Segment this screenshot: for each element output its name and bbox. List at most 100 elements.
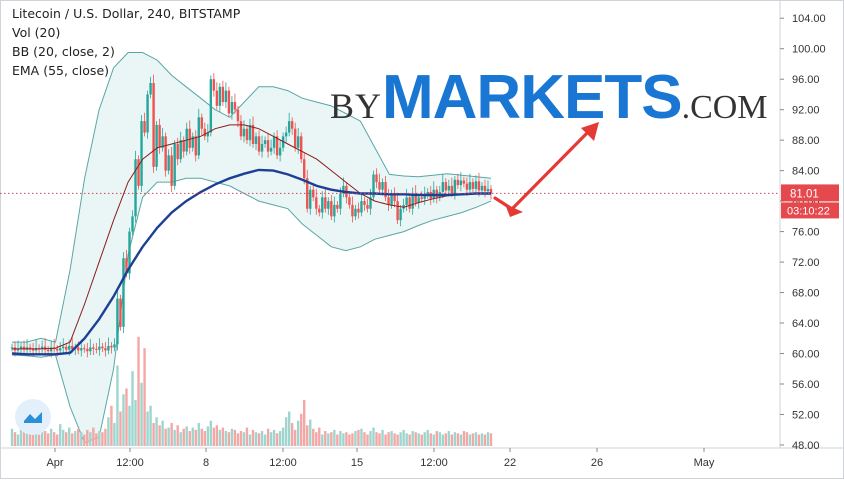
bymarkets-watermark: BYMARKETS.COM	[330, 62, 768, 133]
candle-body	[372, 174, 375, 198]
volume-bar	[158, 425, 161, 446]
candle-body	[236, 109, 240, 122]
volume-bar	[215, 425, 219, 446]
volume-bar	[95, 433, 98, 446]
candle-body	[459, 180, 463, 186]
volume-bar	[300, 413, 303, 446]
volume-bar	[486, 432, 490, 446]
price-tick-label: 100.00	[792, 44, 826, 56]
candle-body	[19, 346, 23, 349]
volume-bar	[104, 428, 107, 446]
volume-bar	[369, 431, 372, 446]
watermark-com: .COM	[681, 89, 768, 126]
volume-bar	[46, 433, 50, 446]
candle-body	[233, 102, 237, 110]
volume-bar	[170, 423, 173, 446]
volume-bar	[375, 432, 378, 446]
candle-body	[110, 345, 113, 348]
price-tick-label: 76.00	[792, 227, 820, 239]
time-tick-label: May	[694, 457, 715, 469]
tradingview-logo-icon[interactable]	[15, 399, 51, 435]
volume-bar	[245, 427, 249, 446]
volume-bar	[140, 382, 143, 446]
candle-body	[471, 182, 475, 189]
candle-body	[95, 348, 98, 350]
volume-bar	[98, 431, 101, 446]
volume-bar	[351, 433, 354, 446]
volume-bar	[209, 420, 213, 446]
volume-bar	[40, 426, 44, 446]
volume-bar	[212, 427, 216, 446]
candle-body	[55, 348, 59, 351]
volume-bar	[293, 429, 297, 446]
candle-body	[46, 349, 50, 352]
candle-body	[423, 195, 426, 199]
volume-bar	[372, 427, 375, 446]
candle-body	[327, 201, 330, 209]
candle-body	[287, 121, 291, 133]
price-tick-label: 104.00	[792, 13, 826, 25]
volume-bar	[221, 427, 225, 446]
candle-body	[71, 345, 74, 349]
candle-body	[447, 185, 451, 191]
candle-body	[354, 208, 357, 217]
volume-bar	[327, 433, 330, 446]
legend-bollinger: BB (20, close, 2)	[12, 44, 115, 59]
volume-bar	[227, 432, 231, 446]
candle-body	[284, 132, 288, 137]
candle-body	[465, 183, 469, 190]
candle-body	[363, 201, 366, 205]
volume-bar	[125, 388, 128, 446]
candle-body	[339, 193, 342, 209]
volume-bar	[306, 425, 309, 446]
volume-bar	[405, 433, 408, 446]
volume-bar	[465, 432, 469, 446]
volume-bar	[381, 429, 384, 446]
candle-body	[170, 155, 173, 186]
volume-bar	[363, 432, 366, 446]
watermark-by: BY	[330, 86, 383, 126]
candle-body	[399, 208, 402, 221]
volume-bar	[360, 428, 363, 446]
candle-body	[179, 140, 182, 160]
volume-bar	[477, 434, 481, 446]
volume-bar	[83, 434, 86, 446]
volume-bar	[203, 431, 207, 446]
candle-body	[194, 136, 197, 156]
candle-body	[137, 159, 140, 186]
volume-bar	[257, 433, 261, 446]
volume-bar	[101, 432, 104, 446]
candle-body	[333, 204, 336, 217]
volume-bar	[309, 419, 312, 446]
candle-body	[272, 136, 276, 148]
volume-bar	[324, 431, 327, 446]
volume-bar	[357, 429, 360, 446]
candle-body	[176, 143, 179, 160]
volume-bar	[22, 431, 26, 446]
candle-body	[375, 174, 378, 183]
volume-bar	[161, 420, 164, 446]
bollinger-lower-line	[11, 177, 492, 444]
volume-bar	[89, 432, 92, 446]
volume-bar	[31, 432, 35, 446]
volume-bar	[179, 432, 182, 446]
candle-body	[28, 347, 32, 349]
volume-bar	[396, 434, 399, 446]
candle-body	[414, 193, 417, 203]
candle-body	[486, 188, 490, 192]
volume-bar	[312, 428, 315, 446]
volume-bar	[315, 432, 318, 446]
candle-body	[16, 348, 20, 351]
volume-bar	[116, 365, 119, 446]
candle-body	[62, 346, 65, 349]
candle-body	[191, 136, 194, 148]
volume-bar	[272, 429, 276, 446]
candle-body	[441, 182, 444, 192]
volume-bar	[52, 432, 56, 446]
volume-bar	[62, 429, 65, 446]
volume-bar	[254, 432, 258, 446]
volume-bar	[333, 429, 336, 446]
volume-bar	[10, 428, 14, 446]
candle-body	[146, 94, 149, 133]
